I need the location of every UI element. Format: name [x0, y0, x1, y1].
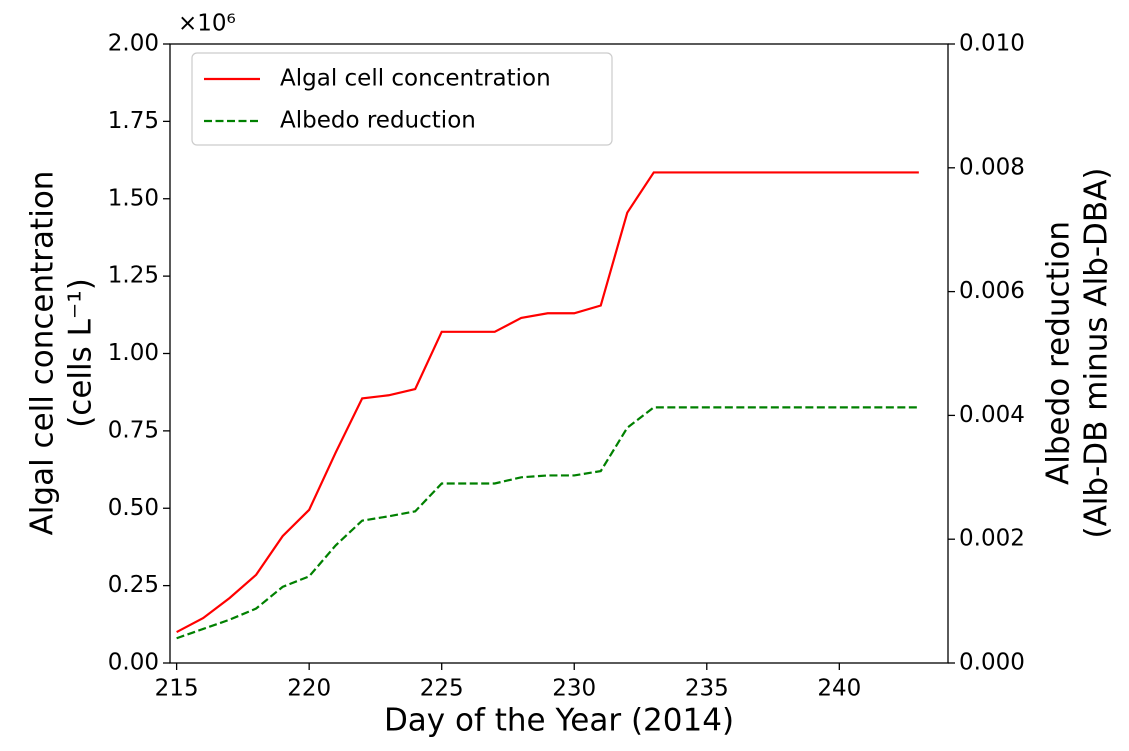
y-tick-label: 0.25 — [108, 572, 159, 598]
y2-axis-label: Albedo reduction — [1041, 221, 1077, 485]
legend-box — [191, 52, 613, 146]
y-tick-label: 1.00 — [108, 340, 159, 366]
x-tick-label: 225 — [420, 676, 464, 702]
y-axis-label: Algal cell concentration — [25, 171, 61, 536]
x-tick-label: 235 — [685, 676, 729, 702]
line — [176, 406, 919, 640]
y-tick-label: 0.50 — [108, 495, 159, 521]
line — [176, 171, 919, 634]
y2-tick-label: 0.002 — [959, 526, 1025, 552]
legend-label: Albedo reduction — [280, 108, 476, 134]
y2-tick-label: 0.000 — [959, 650, 1025, 676]
y2-tick-label: 0.010 — [959, 31, 1025, 57]
x-tick-label: 220 — [287, 676, 331, 702]
legend-label: Algal cell concentration — [280, 66, 551, 92]
offset-text: ×10⁶ — [178, 11, 236, 37]
x-axis-label: Day of the Year (2014) — [384, 703, 734, 739]
y-tick-label: 1.50 — [108, 185, 159, 211]
y-tick-label: 1.75 — [108, 108, 159, 134]
y2-tick-label: 0.006 — [959, 278, 1025, 304]
x-tick-label: 230 — [552, 676, 596, 702]
y2-tick-label: 0.008 — [959, 154, 1025, 180]
y-tick-label: 2.00 — [108, 31, 159, 57]
y-tick-label: 1.25 — [108, 263, 159, 289]
y-tick-label: 0.75 — [108, 417, 159, 443]
y-axis-label: (cells L⁻¹) — [63, 278, 99, 428]
x-tick-label: 240 — [817, 676, 861, 702]
y2-tick-label: 0.004 — [959, 402, 1025, 428]
y2-axis-label: (Alb-DB minus Alb-DBA) — [1079, 167, 1115, 538]
x-tick-label: 215 — [155, 676, 199, 702]
y-tick-label: 0.00 — [108, 650, 159, 676]
plot-frame — [169, 43, 949, 664]
